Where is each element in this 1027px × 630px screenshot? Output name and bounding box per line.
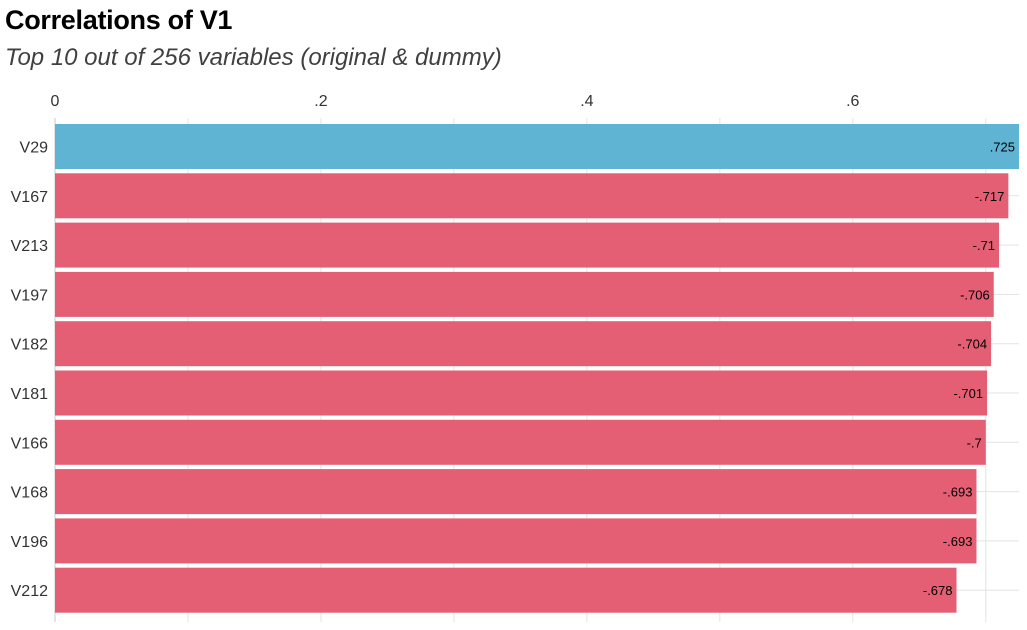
category-label: V29 [20,140,49,157]
value-label: -.706 [960,287,990,302]
bar-v166 [55,419,986,465]
value-label: -.71 [973,238,995,253]
bar-v182 [55,321,992,367]
y-axis-categories: V29 V167 V213 V197 V182 V181 V166 V168 V196 V212 [11,140,48,601]
category-label: V181 [11,386,48,403]
bar-v167 [55,173,1009,219]
value-label: -.693 [943,534,973,549]
bar-v168 [55,469,977,515]
value-label: -.678 [923,583,953,598]
x-axis-ticks: 0 .2 .4 .6 [51,93,860,110]
value-label: -.693 [943,485,973,500]
category-label: V196 [11,534,48,551]
value-labels: .725 -.717 -.71 -.706 -.704 -.701 -.7 -.693 -.69… [923,140,1015,599]
x-tick-label: 0 [51,93,60,110]
x-tick-label: .6 [846,93,859,110]
bar-v213 [55,222,1000,268]
category-label: V182 [11,337,48,354]
x-tick-label: .4 [580,93,593,110]
category-label: V166 [11,435,48,452]
x-tick-label: .2 [314,93,327,110]
category-label: V212 [11,583,48,600]
value-label: -.704 [957,337,987,352]
category-label: V213 [11,238,48,255]
category-label: V167 [11,189,48,206]
bar-v212 [55,567,957,613]
value-label: -.701 [953,386,983,401]
value-label: -.7 [967,435,982,450]
category-label: V168 [11,485,48,502]
value-label: -.717 [975,189,1005,204]
chart-subtitle: Top 10 out of 256 variables (original & … [5,44,502,71]
category-label: V197 [11,287,48,304]
bar-v197 [55,271,994,317]
value-label: .725 [990,140,1015,155]
bar-v196 [55,518,977,564]
bars-layer [55,124,1019,613]
chart-title: Correlations of V1 [5,5,233,35]
bar-v29 [55,124,1019,169]
bar-v181 [55,370,988,416]
